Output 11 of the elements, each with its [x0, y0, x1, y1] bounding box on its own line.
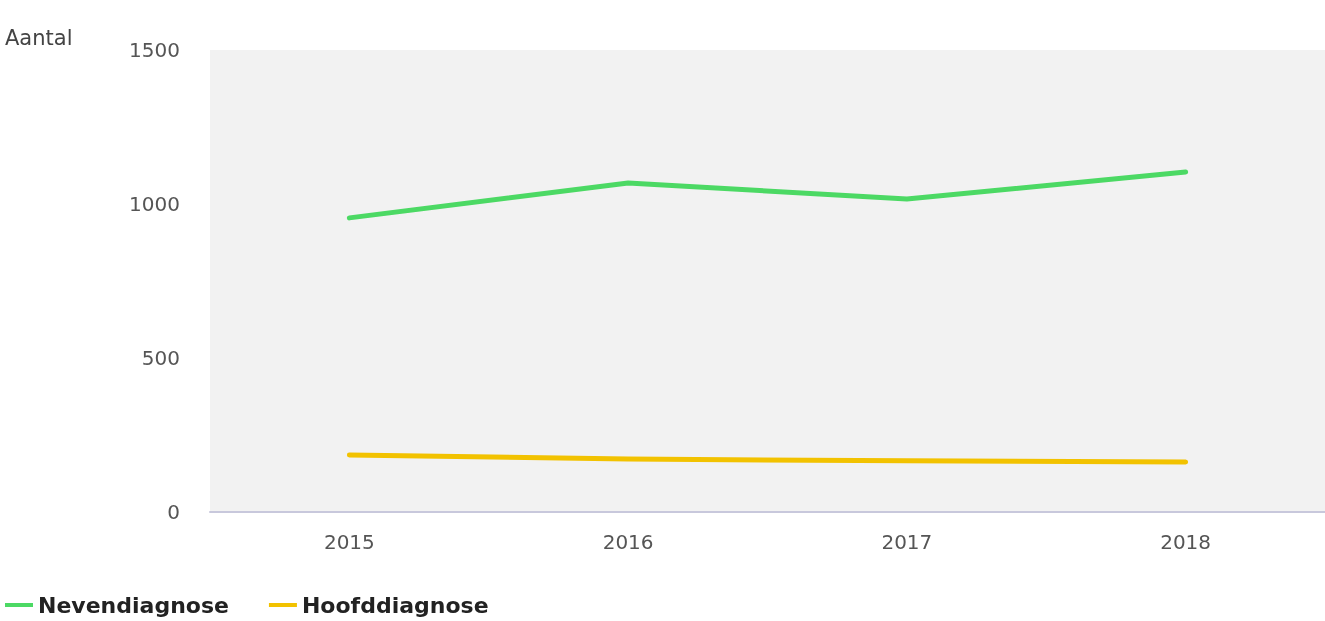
- y-tick-label: 1500: [129, 38, 180, 62]
- y-axis-title: Aantal: [5, 25, 73, 50]
- legend-label: Nevendiagnose: [38, 592, 229, 618]
- x-tick-label: 2017: [881, 530, 933, 554]
- x-tick-label: 2018: [1160, 530, 1212, 554]
- x-tick-label: 2016: [602, 530, 654, 554]
- x-tick-label: 2015: [323, 530, 375, 554]
- legend-label: Hoofddiagnose: [301, 592, 489, 618]
- y-tick-label: 1000: [129, 192, 180, 216]
- y-tick-label: 0: [167, 500, 180, 524]
- y-tick-label: 500: [141, 346, 180, 370]
